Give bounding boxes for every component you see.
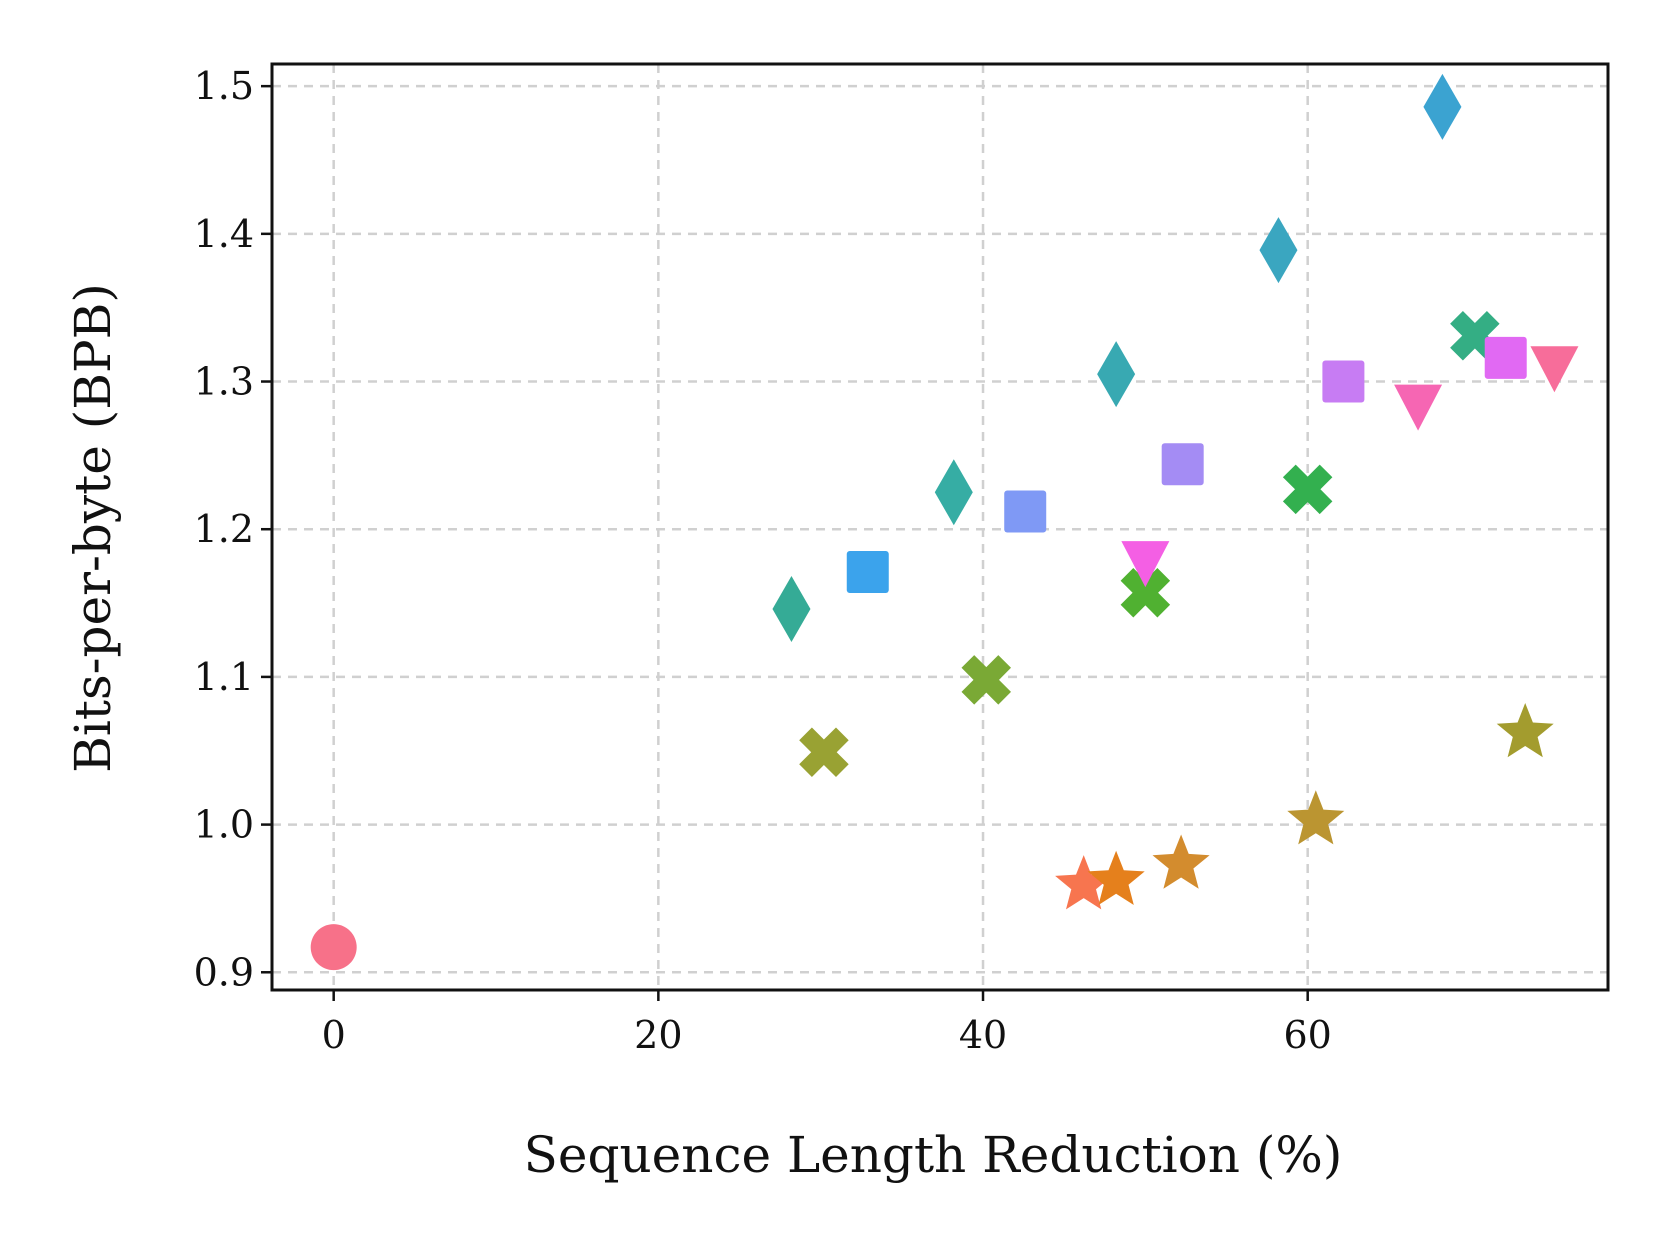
point-square <box>1322 360 1365 403</box>
points <box>310 73 1579 971</box>
point-x <box>1120 568 1171 618</box>
point-triangle-down <box>1121 541 1170 588</box>
x-tick-label: 40 <box>959 1013 1007 1057</box>
y-tick-label: 1.0 <box>194 803 254 847</box>
point-circle <box>310 924 357 971</box>
y-axis-label: Bits-per-byte (BPB) <box>64 283 122 773</box>
point-square <box>1004 490 1047 533</box>
point-star <box>1496 703 1554 758</box>
point-square <box>1161 443 1204 486</box>
point-star <box>1287 790 1345 845</box>
y-ticks: 0.9 1.0 1.1 1.2 1.3 1.4 1.5 <box>194 64 272 994</box>
point-square <box>1484 336 1527 379</box>
x-axis-label: Sequence Length Reduction (%) <box>524 1126 1343 1184</box>
y-tick-label: 1.4 <box>194 212 254 256</box>
x-tick-label: 20 <box>634 1013 682 1057</box>
point-x <box>1282 464 1333 515</box>
y-tick-label: 1.1 <box>194 655 254 699</box>
point-square <box>846 551 889 594</box>
point-diamond <box>1423 73 1462 140</box>
y-tick-label: 1.3 <box>194 360 254 404</box>
y-tick-label: 0.9 <box>194 950 254 994</box>
y-tick-label: 1.5 <box>194 64 254 108</box>
point-diamond <box>1097 341 1136 408</box>
point-triangle-down <box>1530 346 1579 393</box>
point-diamond <box>1259 217 1298 284</box>
point-star <box>1055 855 1113 910</box>
x-tick-label: 60 <box>1284 1013 1332 1057</box>
point-triangle-down <box>1394 384 1443 431</box>
y-tick-label: 1.2 <box>194 507 254 551</box>
grid <box>272 64 1608 990</box>
point-star <box>1152 834 1210 889</box>
point-diamond <box>772 575 811 642</box>
point-diamond <box>934 459 973 526</box>
point-x <box>961 655 1011 705</box>
x-ticks: 0 20 40 60 <box>322 990 1332 1057</box>
x-tick-label: 0 <box>322 1013 346 1057</box>
point-x <box>799 727 849 777</box>
plot-frame <box>270 62 1610 992</box>
point-star <box>1087 850 1145 905</box>
